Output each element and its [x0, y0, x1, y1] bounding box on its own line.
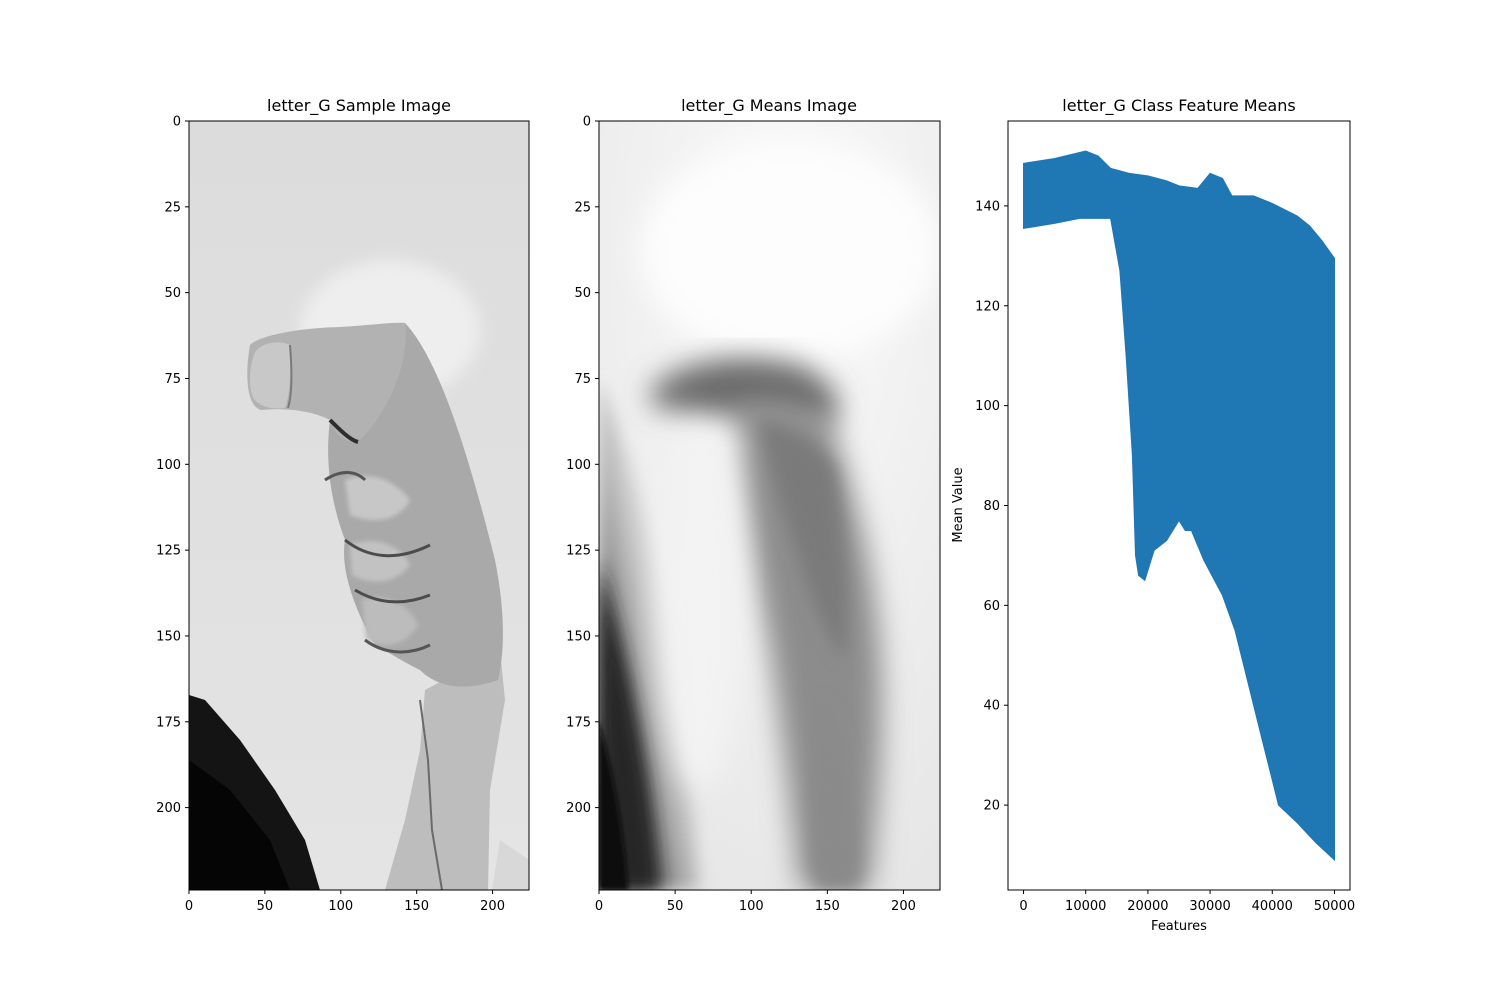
panel3-ylabel: Mean Value — [951, 467, 966, 542]
sample-image — [189, 121, 529, 890]
x-tick-label: 20000 — [1127, 899, 1168, 914]
y-tick-label: 100 — [975, 399, 1000, 414]
x-tick-label: 0 — [185, 899, 193, 914]
x-tick-label: 30000 — [1189, 899, 1230, 914]
x-tick-label: 50000 — [1314, 899, 1355, 914]
x-tick-label: 100 — [328, 899, 353, 914]
x-tick-label: 200 — [891, 899, 916, 914]
x-tick-label: 100 — [739, 899, 764, 914]
x-tick-label: 150 — [404, 899, 429, 914]
x-tick-label: 50 — [667, 899, 684, 914]
panel-means-image: letter_G Means Image 0 50 100 150 200 0 25 50 75… — [566, 96, 941, 915]
panel3-xlabel: Features — [1151, 919, 1207, 934]
y-tick-label: 200 — [566, 801, 591, 816]
panel1-axes: 0 50 100 150 200 0 25 50 75 100 125 150 175 200 — [156, 115, 505, 915]
y-tick-label: 120 — [975, 299, 1000, 314]
feature-means-area — [1023, 150, 1335, 862]
y-tick-label: 40 — [983, 699, 1000, 714]
y-tick-label: 125 — [156, 544, 181, 559]
y-tick-label: 150 — [566, 629, 591, 644]
x-tick-label: 200 — [480, 899, 505, 914]
panel-sample-image: letter_G Sample Image — [156, 96, 530, 915]
panel3-title: letter_G Class Feature Means — [1062, 96, 1295, 116]
x-tick-label: 50 — [257, 899, 274, 914]
y-tick-label: 125 — [566, 544, 591, 559]
y-tick-label: 80 — [983, 499, 1000, 514]
x-tick-label: 0 — [595, 899, 603, 914]
y-tick-label: 175 — [566, 715, 591, 730]
y-tick-label: 0 — [173, 115, 181, 130]
y-tick-label: 200 — [156, 801, 181, 816]
panel3-axes: 0 10000 20000 30000 40000 50000 20 40 60 80 100 120… — [975, 199, 1355, 914]
y-tick-label: 100 — [566, 458, 591, 473]
y-tick-label: 0 — [583, 115, 591, 130]
y-tick-label: 175 — [156, 715, 181, 730]
y-tick-label: 75 — [574, 372, 591, 387]
y-tick-label: 140 — [975, 199, 1000, 214]
panel2-axes: 0 50 100 150 200 0 25 50 75 100 125 150 175 200 — [566, 115, 916, 915]
x-tick-label: 40000 — [1252, 899, 1293, 914]
x-tick-label: 10000 — [1065, 899, 1106, 914]
panel-feature-means: letter_G Class Feature Means 0 10000 20000… — [951, 96, 1355, 934]
means-image — [599, 121, 940, 890]
x-tick-label: 0 — [1019, 899, 1027, 914]
panel1-title: letter_G Sample Image — [267, 96, 451, 116]
y-tick-label: 20 — [983, 799, 1000, 814]
y-tick-label: 50 — [164, 286, 181, 301]
panel2-title: letter_G Means Image — [681, 96, 857, 116]
y-tick-label: 50 — [574, 286, 591, 301]
y-tick-label: 75 — [164, 372, 181, 387]
y-tick-label: 150 — [156, 629, 181, 644]
y-tick-label: 25 — [164, 200, 181, 215]
x-tick-label: 150 — [815, 899, 840, 914]
y-tick-label: 100 — [156, 458, 181, 473]
panel2-frame — [598, 120, 941, 891]
y-tick-label: 60 — [983, 599, 1000, 614]
panel1-frame — [188, 120, 530, 891]
y-tick-label: 25 — [574, 200, 591, 215]
